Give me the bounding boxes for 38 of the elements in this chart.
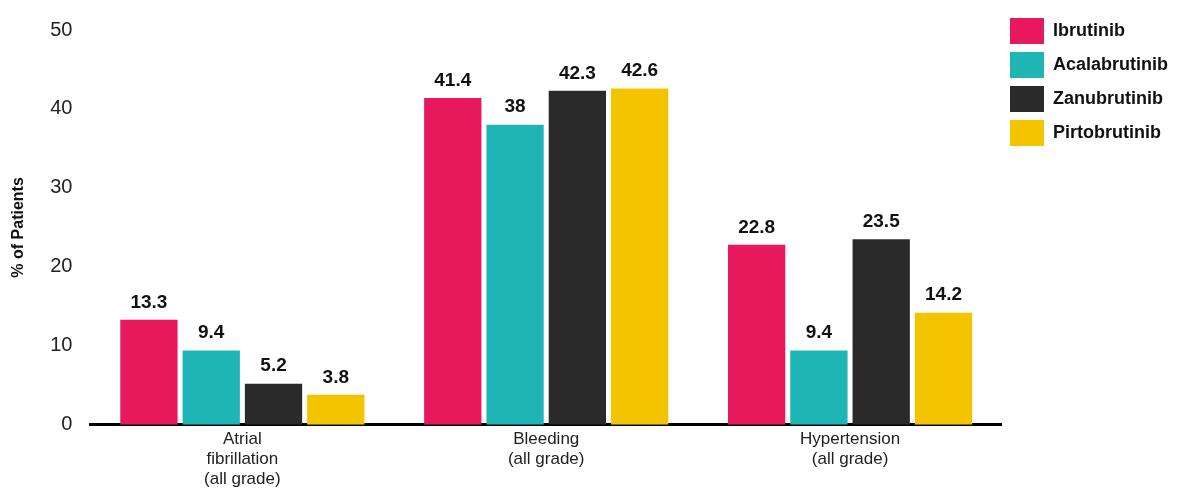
y-tick-label: 20 — [50, 254, 73, 277]
y-axis-title: % of Patients — [9, 177, 27, 278]
bar — [120, 319, 178, 425]
bar — [727, 244, 786, 425]
data-label: 13.3 — [130, 290, 168, 312]
bar — [548, 90, 607, 425]
data-label: 9.4 — [805, 321, 833, 343]
legend-label: Acalabrutinib — [1052, 53, 1168, 74]
bar — [424, 97, 482, 425]
bar — [244, 383, 303, 425]
data-label: 22.8 — [738, 215, 776, 237]
bar — [611, 88, 669, 425]
x-tick-label: Bleeding (all grade) — [507, 428, 585, 469]
legend-label: Ibrutinib — [1052, 19, 1125, 40]
data-label: 3.8 — [322, 365, 350, 387]
bar — [486, 124, 544, 425]
data-label: 41.4 — [434, 68, 472, 90]
x-tick-label: Hypertension (all grade) — [799, 428, 901, 469]
data-label: 9.4 — [198, 321, 225, 343]
x-tick-label: Atrial fibrillation (all grade) — [204, 428, 281, 489]
y-tick-label: 50 — [50, 17, 73, 40]
bar — [307, 394, 365, 425]
data-label: 42.6 — [621, 59, 659, 81]
bar — [852, 239, 910, 425]
y-tick-label: 10 — [50, 333, 73, 356]
data-label: 23.5 — [862, 209, 901, 231]
data-label: 5.2 — [260, 354, 287, 376]
bar — [182, 350, 240, 425]
data-label: 38 — [504, 95, 526, 117]
y-tick-label: 0 — [61, 412, 73, 435]
bar — [914, 312, 973, 425]
data-label: 14.2 — [925, 283, 962, 305]
bar — [790, 350, 848, 425]
data-label: 42.3 — [558, 61, 596, 83]
legend-label: Pirtobrutinib — [1052, 121, 1161, 142]
y-tick-label: 40 — [50, 96, 73, 119]
legend-label: Zanubrutinib — [1052, 87, 1163, 108]
y-tick-label: 30 — [50, 175, 73, 198]
